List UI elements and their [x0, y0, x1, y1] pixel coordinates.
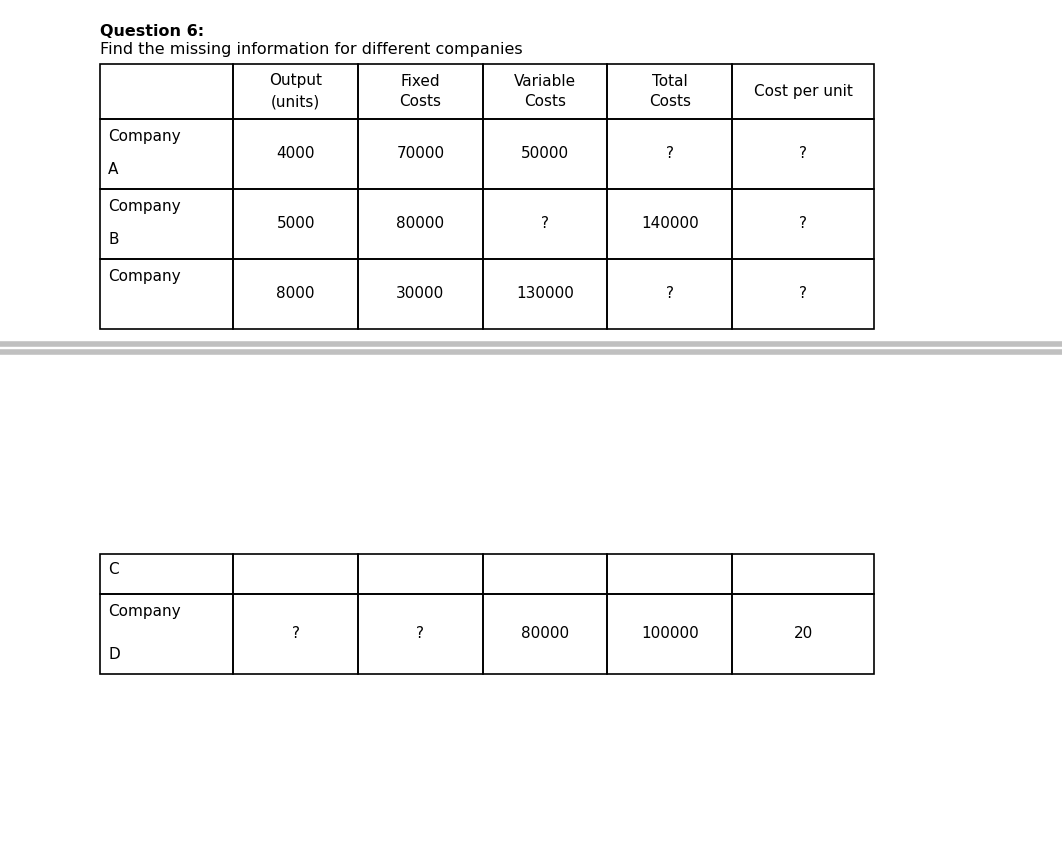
Bar: [234, 119, 358, 189]
Bar: [358, 189, 483, 259]
Bar: [358, 554, 483, 594]
Bar: [234, 189, 358, 259]
Bar: [358, 594, 483, 674]
Bar: [732, 554, 874, 594]
Text: C: C: [108, 562, 119, 577]
Text: ?: ?: [799, 287, 807, 302]
Text: Total
Costs: Total Costs: [649, 73, 690, 110]
Bar: [607, 594, 732, 674]
Bar: [100, 594, 234, 674]
Bar: [483, 189, 607, 259]
Text: ?: ?: [799, 147, 807, 162]
Text: Cost per unit: Cost per unit: [754, 84, 853, 99]
Bar: [100, 189, 234, 259]
Text: 140000: 140000: [640, 217, 699, 232]
Text: 80000: 80000: [396, 217, 444, 232]
Bar: [607, 554, 732, 594]
Bar: [234, 554, 358, 594]
Text: 8000: 8000: [276, 287, 315, 302]
Text: Find the missing information for different companies: Find the missing information for differe…: [100, 42, 523, 57]
Text: Company: Company: [108, 269, 181, 284]
Text: 70000: 70000: [396, 147, 444, 162]
Text: A: A: [108, 162, 118, 177]
Text: 130000: 130000: [516, 287, 573, 302]
Bar: [732, 594, 874, 674]
Bar: [234, 64, 358, 119]
Text: 5000: 5000: [276, 217, 315, 232]
Bar: [100, 554, 234, 594]
Bar: [732, 64, 874, 119]
Text: ?: ?: [541, 217, 549, 232]
Text: ?: ?: [292, 626, 299, 641]
Bar: [234, 594, 358, 674]
Text: D: D: [108, 647, 120, 662]
Bar: [358, 64, 483, 119]
Bar: [732, 259, 874, 329]
Bar: [358, 259, 483, 329]
Text: Variable
Costs: Variable Costs: [514, 73, 576, 110]
Text: B: B: [108, 232, 119, 247]
Text: 80000: 80000: [521, 626, 569, 641]
Bar: [483, 554, 607, 594]
Text: ?: ?: [416, 626, 425, 641]
Bar: [732, 119, 874, 189]
Bar: [732, 189, 874, 259]
Bar: [483, 594, 607, 674]
Bar: [607, 119, 732, 189]
Text: ?: ?: [666, 147, 673, 162]
Text: 20: 20: [793, 626, 812, 641]
Bar: [100, 119, 234, 189]
Text: 4000: 4000: [276, 147, 315, 162]
Bar: [100, 64, 234, 119]
Bar: [483, 119, 607, 189]
Text: 50000: 50000: [521, 147, 569, 162]
Text: Fixed
Costs: Fixed Costs: [399, 73, 442, 110]
Bar: [607, 189, 732, 259]
Text: Output
(units): Output (units): [269, 73, 322, 110]
Bar: [234, 259, 358, 329]
Bar: [358, 119, 483, 189]
Text: 30000: 30000: [396, 287, 445, 302]
Bar: [483, 259, 607, 329]
Text: Company: Company: [108, 604, 181, 619]
Bar: [483, 64, 607, 119]
Bar: [100, 259, 234, 329]
Text: Company: Company: [108, 129, 181, 144]
Text: ?: ?: [666, 287, 673, 302]
Text: 100000: 100000: [640, 626, 699, 641]
Bar: [607, 259, 732, 329]
Text: ?: ?: [799, 217, 807, 232]
Bar: [607, 64, 732, 119]
Text: Company: Company: [108, 199, 181, 214]
Text: Question 6:: Question 6:: [100, 24, 204, 39]
